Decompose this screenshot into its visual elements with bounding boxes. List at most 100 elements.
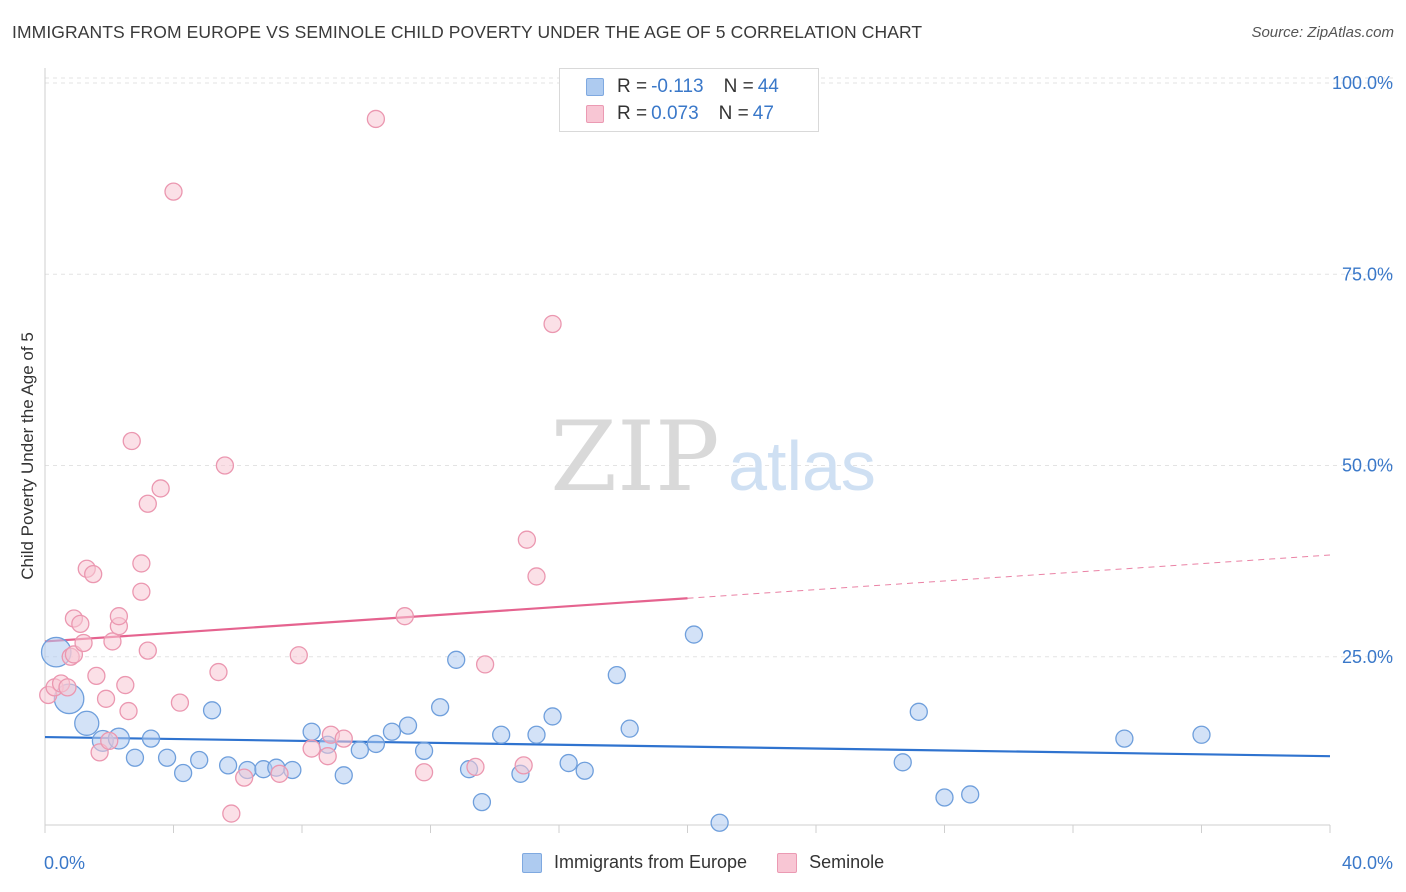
legend-swatch-seminole bbox=[777, 852, 798, 873]
seminole-point bbox=[395, 607, 414, 626]
europe-point bbox=[527, 725, 546, 744]
seminole-point bbox=[58, 678, 77, 697]
seminole-point bbox=[132, 582, 151, 601]
seminole-point bbox=[87, 666, 106, 686]
europe-point bbox=[430, 698, 450, 717]
chart-title: IMMIGRANTS FROM EUROPE VS SEMINOLE CHILD… bbox=[12, 22, 923, 42]
legend-swatch-europe bbox=[522, 852, 542, 873]
legend-r-value: 0.073 bbox=[651, 103, 699, 124]
source-label: Source: ZipAtlas.com bbox=[1251, 24, 1394, 41]
seminole-point bbox=[302, 739, 321, 758]
y-axis-label: Child Poverty Under the Age of 5 bbox=[18, 332, 37, 580]
seminole-point bbox=[334, 729, 353, 748]
series-legend: Immigrants from Europe Seminole bbox=[522, 852, 914, 873]
seminole-point bbox=[74, 633, 93, 653]
seminole-point bbox=[366, 109, 386, 129]
seminole-point bbox=[209, 662, 228, 682]
europe-point bbox=[684, 625, 704, 644]
legend-r-label: R = bbox=[617, 76, 648, 97]
seminole-point bbox=[116, 675, 135, 695]
europe-point bbox=[472, 792, 492, 812]
europe-point bbox=[350, 740, 369, 760]
seminole-point bbox=[543, 314, 562, 334]
europe-point bbox=[74, 710, 100, 736]
seminole-point bbox=[414, 763, 434, 782]
legend-r-value: -0.113 bbox=[651, 76, 704, 97]
correlation-legend: R = -0.113 N = 44 R = 0.073 N = 47 bbox=[559, 68, 819, 132]
europe-point bbox=[543, 707, 562, 726]
europe-point bbox=[893, 753, 912, 772]
seminole-trend-line bbox=[44, 597, 688, 643]
europe-point bbox=[302, 722, 321, 741]
legend-swatch-europe bbox=[586, 78, 604, 96]
seminole-point bbox=[517, 530, 537, 549]
europe-trend-line bbox=[44, 735, 1331, 758]
seminole-point bbox=[289, 646, 308, 665]
y-tick-label: 50.0% bbox=[1342, 456, 1393, 476]
seminole-point bbox=[109, 607, 129, 626]
seminole-point bbox=[527, 567, 546, 586]
seminole-point bbox=[170, 693, 190, 712]
europe-point bbox=[492, 725, 511, 744]
legend-item-seminole: Seminole bbox=[777, 852, 884, 873]
watermark: ZIP atlas bbox=[550, 401, 876, 513]
europe-point bbox=[447, 650, 466, 669]
legend-label-seminole: Seminole bbox=[809, 852, 885, 872]
seminole-point bbox=[100, 731, 119, 751]
legend-item-europe: Immigrants from Europe bbox=[522, 852, 747, 873]
seminole-point bbox=[318, 747, 337, 766]
seminole-point bbox=[138, 494, 157, 513]
europe-point bbox=[366, 734, 386, 754]
y-tick-label: 75.0% bbox=[1342, 264, 1393, 284]
legend-row-europe: R = -0.113 N = 44 bbox=[586, 75, 779, 99]
legend-label-europe: Immigrants from Europe bbox=[554, 852, 748, 872]
legend-row-seminole: R = 0.073 N = 47 bbox=[586, 102, 774, 126]
seminole-point bbox=[466, 757, 485, 777]
europe-point bbox=[559, 753, 578, 773]
watermark-zip: ZIP bbox=[550, 401, 719, 513]
seminole-point bbox=[122, 431, 141, 451]
europe-point bbox=[620, 719, 639, 738]
europe-point bbox=[202, 701, 222, 720]
europe-point bbox=[141, 729, 161, 748]
x-tick-label: 40.0% bbox=[1342, 853, 1393, 873]
seminole-point bbox=[132, 554, 151, 573]
europe-point bbox=[575, 761, 594, 780]
seminole-point bbox=[164, 182, 183, 201]
legend-swatch-seminole bbox=[586, 105, 604, 123]
y-tick-label: 100.0% bbox=[1332, 73, 1393, 93]
seminole-point bbox=[151, 479, 170, 498]
seminole-trend-line-extension bbox=[687, 554, 1331, 599]
europe-point bbox=[909, 702, 928, 721]
seminole-point bbox=[103, 632, 122, 651]
legend-r-label: R = bbox=[617, 103, 648, 124]
watermark-atlas: atlas bbox=[728, 427, 876, 505]
seminole-point bbox=[475, 655, 495, 674]
legend-n-value: 47 bbox=[752, 103, 774, 124]
seminole-point bbox=[119, 701, 138, 721]
y-tick-label: 25.0% bbox=[1342, 647, 1393, 667]
tick-labels: 25.0% 50.0% 75.0% 100.0% 0.0% 40.0% bbox=[44, 73, 1393, 873]
europe-point bbox=[190, 750, 209, 770]
europe-point bbox=[218, 756, 238, 775]
europe-point bbox=[961, 785, 980, 804]
europe-point bbox=[157, 748, 177, 767]
europe-point bbox=[334, 766, 353, 785]
seminole-point bbox=[96, 689, 116, 708]
trend-lines bbox=[44, 554, 1331, 758]
europe-point bbox=[382, 722, 402, 741]
seminole-point bbox=[84, 564, 103, 584]
seminole-point bbox=[514, 756, 533, 775]
grid-lines bbox=[45, 77, 1395, 658]
europe-point bbox=[173, 763, 193, 783]
legend-n-label: N = bbox=[723, 76, 754, 97]
seminole-point bbox=[71, 614, 90, 634]
legend-n-value: 44 bbox=[757, 76, 779, 97]
europe-point bbox=[607, 665, 626, 685]
legend-n-label: N = bbox=[718, 103, 749, 124]
europe-point bbox=[710, 813, 729, 832]
europe-point bbox=[1192, 725, 1211, 744]
europe-point bbox=[125, 748, 145, 767]
europe-point bbox=[414, 741, 434, 760]
